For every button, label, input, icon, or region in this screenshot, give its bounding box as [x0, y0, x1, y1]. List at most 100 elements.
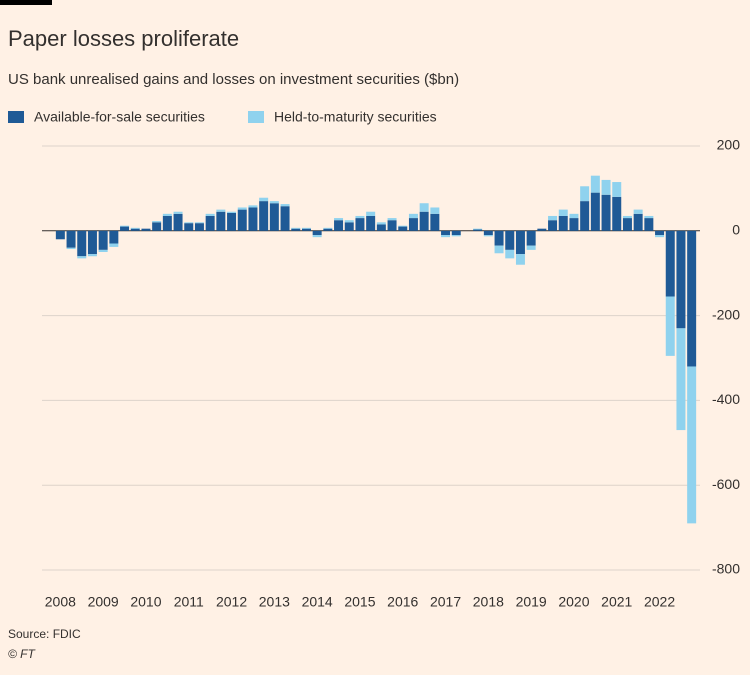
bar: [280, 204, 290, 207]
bar: [376, 222, 386, 225]
bar: [248, 205, 258, 208]
chart-title: Paper losses proliferate: [8, 26, 239, 51]
bar: [66, 247, 76, 250]
bar: [227, 212, 237, 231]
chart-subtitle: US bank unrealised gains and losses on i…: [8, 71, 459, 88]
bar: [548, 220, 558, 231]
bar: [580, 186, 590, 202]
bar: [387, 218, 397, 221]
bar: [558, 215, 568, 231]
y-tick-label: -800: [712, 561, 740, 577]
x-tick-label: 2020: [558, 594, 589, 610]
legend-swatch: [248, 111, 264, 123]
x-tick-label: 2014: [302, 594, 333, 610]
bar: [601, 194, 611, 231]
bar: [77, 256, 87, 259]
bar: [173, 211, 183, 214]
bar: [398, 225, 408, 227]
bar: [580, 201, 590, 231]
bar: [376, 224, 386, 231]
credit: © FT: [8, 647, 37, 661]
bar: [430, 213, 440, 231]
bar: [194, 222, 204, 224]
bar: [259, 201, 269, 231]
bar: [590, 192, 600, 231]
bar: [569, 213, 579, 219]
x-tick-label: 2011: [174, 594, 204, 610]
bar: [301, 227, 311, 229]
x-tick-label: 2018: [473, 594, 504, 610]
bar: [569, 218, 579, 231]
bar: [280, 206, 290, 231]
bar: [515, 230, 525, 255]
bar: [291, 228, 301, 231]
bar: [387, 220, 397, 231]
bar: [515, 254, 525, 265]
bar: [205, 213, 215, 216]
bar: [483, 235, 493, 237]
x-tick-label: 2022: [644, 594, 675, 610]
bar: [419, 203, 429, 212]
bar: [162, 215, 172, 231]
bar: [130, 227, 140, 229]
bar: [676, 230, 686, 329]
bar: [633, 213, 643, 231]
bar: [612, 196, 622, 231]
x-tick-label: 2009: [88, 594, 119, 610]
bar: [687, 366, 697, 524]
bar: [548, 215, 558, 221]
bar: [152, 221, 162, 223]
bar: [665, 230, 675, 297]
x-tick-label: 2008: [45, 594, 76, 610]
bar: [655, 230, 665, 236]
bar: [590, 175, 600, 193]
bar: [451, 235, 461, 237]
bar: [644, 215, 654, 219]
bar: [355, 215, 365, 219]
bar: [505, 230, 515, 250]
bar: [162, 213, 172, 216]
bar: [355, 218, 365, 231]
bar: [644, 218, 654, 231]
bar: [291, 227, 301, 229]
legend-label: Held-to-maturity securities: [274, 109, 437, 125]
source: Source: FDIC: [8, 627, 81, 641]
bar: [676, 328, 686, 431]
bar: [687, 230, 697, 367]
x-tick-label: 2017: [430, 594, 461, 610]
bar: [366, 215, 376, 231]
bar: [98, 230, 108, 250]
bar: [184, 223, 194, 231]
bar: [505, 249, 515, 259]
bar: [494, 230, 504, 246]
x-tick-label: 2021: [601, 594, 632, 610]
x-tick-label: 2012: [216, 594, 247, 610]
legend-swatch: [8, 111, 24, 123]
bar: [473, 229, 483, 231]
bar: [312, 230, 322, 236]
brand-bar: [0, 0, 52, 5]
bar: [526, 245, 536, 250]
bar: [483, 230, 493, 236]
bar: [494, 245, 504, 254]
x-tick-label: 2013: [259, 594, 290, 610]
bar: [194, 223, 204, 231]
bar: [344, 220, 354, 223]
y-tick-label: 200: [717, 137, 741, 153]
x-tick-label: 2016: [387, 594, 418, 610]
bar: [323, 227, 333, 229]
bar: [55, 230, 65, 240]
bar: [622, 215, 632, 219]
y-tick-label: 0: [732, 222, 740, 238]
bar: [441, 230, 451, 236]
bar: [526, 230, 536, 246]
bar: [120, 225, 130, 227]
bar: [334, 220, 344, 231]
bar: [633, 209, 643, 214]
bar: [205, 215, 215, 231]
bar: [430, 207, 440, 214]
bar: [366, 211, 376, 216]
bar: [344, 222, 354, 231]
bar: [237, 207, 247, 210]
